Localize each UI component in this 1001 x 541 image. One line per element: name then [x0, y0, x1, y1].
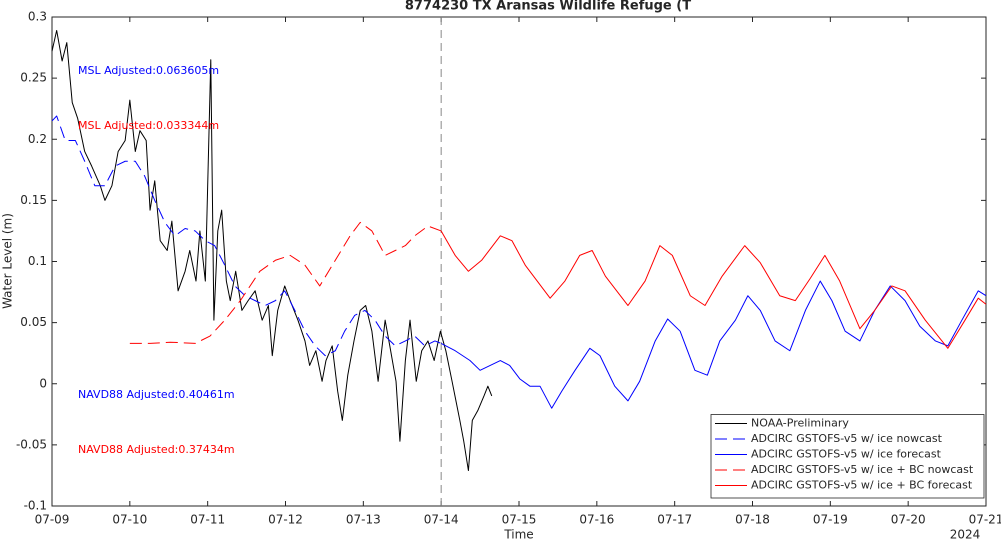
- y-tick-label: 0.2: [28, 132, 47, 146]
- x-tick-label: 07-19: [813, 513, 848, 527]
- x-tick-label: 07-14: [424, 513, 459, 527]
- series-line: [51, 115, 442, 357]
- legend-label: ADCIRC GSTOFS-v5 w/ ice + BC forecast: [751, 479, 973, 492]
- x-tick-label: 07-20: [891, 513, 926, 527]
- x-tick-label: 07-11: [190, 513, 225, 527]
- series-line: [129, 221, 442, 344]
- y-tick-label: -0.05: [16, 437, 47, 451]
- year-label: 2024: [950, 528, 981, 541]
- x-tick-label: 07-12: [268, 513, 303, 527]
- x-tick-label: 07-16: [579, 513, 614, 527]
- y-tick-label: -0.1: [24, 499, 47, 513]
- legend-box: [710, 414, 985, 499]
- x-tick-label: 07-15: [502, 513, 537, 527]
- x-tick-label: 07-21: [969, 513, 1001, 527]
- y-tick-label: 0: [39, 376, 47, 390]
- x-tick-label: 07-18: [735, 513, 770, 527]
- x-tick-label: 07-17: [657, 513, 692, 527]
- series-line: [51, 29, 493, 472]
- annotation: NAVD88 Adjusted:0.40461m: [78, 388, 235, 401]
- y-tick-label: 0.3: [28, 10, 47, 24]
- legend-label: ADCIRC GSTOFS-v5 w/ ice + BC nowcast: [751, 463, 974, 476]
- legend-label: ADCIRC GSTOFS-v5 w/ ice forecast: [751, 448, 942, 461]
- chart-title: 8774230 TX Aransas Wildlife Refuge (T: [405, 0, 691, 14]
- y-tick-label: 0.1: [28, 254, 47, 268]
- y-tick-label: 0.05: [20, 315, 47, 329]
- x-tick-label: 07-09: [35, 513, 70, 527]
- series-line: [440, 280, 987, 409]
- y-axis-label: Water Level (m): [1, 213, 15, 309]
- annotation: MSL Adjusted:0.033344m: [78, 119, 219, 132]
- legend-label: ADCIRC GSTOFS-v5 w/ ice nowcast: [751, 432, 943, 445]
- x-tick-label: 07-13: [346, 513, 381, 527]
- x-axis-label: Time: [503, 528, 533, 541]
- y-tick-label: 0.15: [20, 193, 47, 207]
- series-line: [440, 230, 987, 349]
- annotation: NAVD88 Adjusted:0.37434m: [78, 443, 235, 456]
- y-tick-label: 0.25: [20, 71, 47, 85]
- x-tick-label: 07-10: [112, 513, 147, 527]
- legend-label: NOAA-Preliminary: [751, 417, 849, 430]
- annotation: MSL Adjusted:0.063605m: [78, 64, 219, 77]
